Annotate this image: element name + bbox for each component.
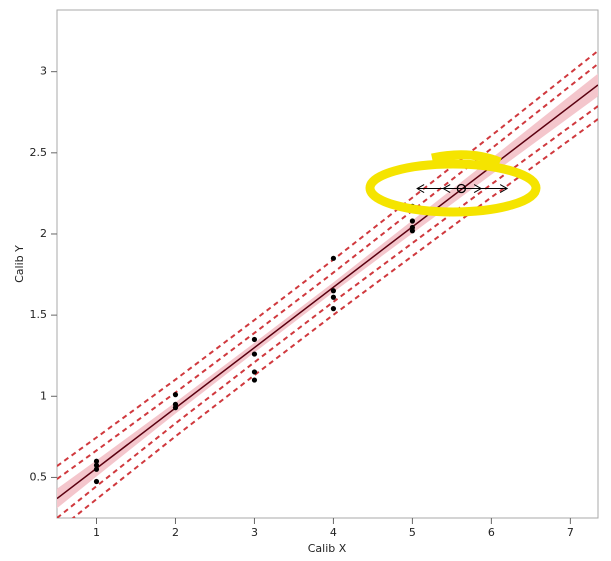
y-tick-label: 3 bbox=[40, 65, 47, 78]
data-point bbox=[409, 228, 416, 234]
data-point bbox=[251, 336, 258, 343]
inverse-point bbox=[456, 183, 467, 194]
fit-line bbox=[57, 84, 598, 500]
band-line bbox=[57, 105, 598, 518]
y-axis-title: Calib Y bbox=[13, 245, 26, 283]
x-tick-label: 7 bbox=[567, 526, 574, 539]
highlight-annotation bbox=[431, 150, 502, 167]
x-tick-label: 1 bbox=[93, 526, 100, 539]
x-tick-label: 5 bbox=[409, 526, 416, 539]
x-tick-label: 2 bbox=[172, 526, 179, 539]
data-point bbox=[330, 255, 337, 261]
y-tick-label: 1.5 bbox=[30, 308, 48, 321]
x-axis-title: Calib X bbox=[308, 542, 347, 555]
x-tick-label: 6 bbox=[488, 526, 495, 539]
x-tick-label: 3 bbox=[251, 526, 258, 539]
y-tick-label: 1 bbox=[40, 389, 47, 402]
interval-arrow bbox=[416, 184, 425, 193]
data-point bbox=[330, 294, 337, 300]
y-tick-label: 0.5 bbox=[30, 470, 48, 483]
data-point bbox=[251, 351, 258, 357]
band-line bbox=[71, 118, 598, 518]
highlight-annotation bbox=[365, 159, 541, 217]
data-point bbox=[93, 478, 100, 485]
data-point bbox=[409, 218, 416, 224]
data-point bbox=[330, 306, 337, 312]
plot-area bbox=[57, 50, 598, 518]
data-point bbox=[93, 462, 100, 468]
data-point bbox=[330, 288, 337, 294]
y-tick-label: 2.5 bbox=[30, 146, 48, 159]
interval-arrow bbox=[442, 184, 451, 193]
interval-arrow bbox=[499, 184, 509, 193]
interval-arrow bbox=[473, 184, 483, 193]
y-tick-label: 2 bbox=[40, 227, 47, 240]
data-point bbox=[172, 392, 179, 398]
overlay bbox=[416, 183, 509, 194]
x-tick-label: 4 bbox=[330, 526, 337, 539]
data-point bbox=[93, 466, 100, 472]
data-point bbox=[251, 377, 258, 383]
band-line bbox=[57, 63, 598, 480]
data-point bbox=[251, 369, 258, 375]
data-point bbox=[172, 405, 179, 411]
data-point bbox=[93, 458, 100, 464]
